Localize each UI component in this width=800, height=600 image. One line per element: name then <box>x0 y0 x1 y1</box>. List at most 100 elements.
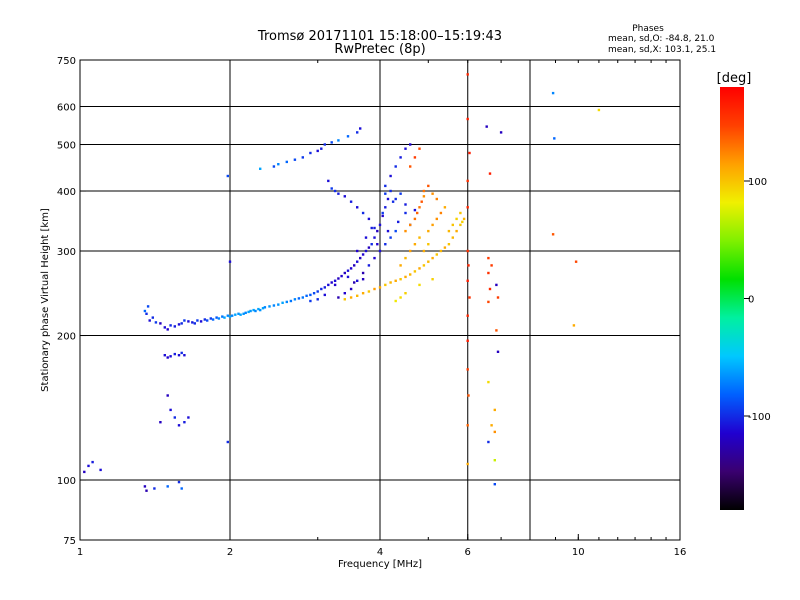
data-point-o-mode <box>333 283 337 287</box>
data-point-o-mode <box>323 143 326 146</box>
colorbar <box>720 87 744 510</box>
data-point-o-mode <box>183 319 186 322</box>
data-point-o-mode <box>364 236 368 239</box>
data-point-x-mode <box>413 243 417 246</box>
data-point-o-mode <box>361 271 365 275</box>
data-point-o-mode <box>163 326 166 329</box>
data-point-x-mode <box>422 264 426 267</box>
y-tick-label: 200 <box>57 332 76 343</box>
data-point-x-mode <box>466 368 469 371</box>
data-point-o-mode <box>261 307 265 310</box>
data-point-x-mode <box>466 462 469 466</box>
data-point-o-mode <box>553 137 556 140</box>
data-point-o-mode <box>330 187 333 190</box>
data-point-o-mode <box>333 189 337 193</box>
data-point-x-mode <box>466 179 469 183</box>
data-point-o-mode <box>277 303 280 306</box>
data-point-o-mode <box>169 408 172 412</box>
data-point-o-mode <box>323 286 326 289</box>
data-point-x-mode <box>420 200 423 203</box>
data-point-o-mode <box>343 292 346 295</box>
data-point-x-mode <box>367 290 371 293</box>
data-point-x-mode <box>455 229 458 233</box>
data-point-o-mode <box>370 243 373 246</box>
data-point-x-mode <box>394 299 397 303</box>
data-point-x-mode <box>404 292 407 295</box>
data-point-x-mode <box>455 217 458 221</box>
data-point-o-mode <box>346 269 350 272</box>
data-point-o-mode <box>148 319 151 322</box>
data-point-o-mode <box>259 308 262 312</box>
data-point-x-mode <box>431 192 434 195</box>
data-point-x-mode <box>467 264 470 267</box>
colorbar-tick-label: 0 <box>748 295 754 306</box>
data-point-o-mode <box>268 305 271 308</box>
data-point-o-mode <box>173 325 176 328</box>
data-point-o-mode <box>309 293 312 297</box>
y-tick-label: 300 <box>57 247 76 258</box>
data-point-o-mode <box>285 160 288 164</box>
data-point-o-mode <box>378 249 382 253</box>
data-point-o-mode <box>247 310 250 314</box>
data-point-o-mode <box>333 279 337 282</box>
data-point-x-mode <box>356 294 359 297</box>
data-point-x-mode <box>459 223 462 227</box>
data-point-x-mode <box>488 172 492 175</box>
data-point-o-mode <box>297 297 301 300</box>
data-points <box>83 73 601 492</box>
data-point-o-mode <box>349 287 353 291</box>
data-point-x-mode <box>427 184 430 188</box>
grid-lines <box>80 60 680 540</box>
data-point-o-mode <box>394 229 397 233</box>
data-point-o-mode <box>376 229 379 233</box>
data-point-x-mode <box>418 236 421 239</box>
data-point-o-mode <box>316 298 319 301</box>
data-point-o-mode <box>254 309 257 313</box>
data-point-o-mode <box>183 421 186 424</box>
y-tick-label: 400 <box>57 187 76 198</box>
data-point-o-mode <box>499 131 503 134</box>
data-point-o-mode <box>370 226 373 230</box>
data-point-o-mode <box>359 127 362 130</box>
data-point-x-mode <box>495 329 498 332</box>
data-point-x-mode <box>466 314 469 317</box>
data-point-o-mode <box>381 211 384 215</box>
data-point-o-mode <box>293 158 297 161</box>
data-point-o-mode <box>367 264 371 267</box>
data-point-o-mode <box>252 308 255 312</box>
data-point-o-mode <box>378 223 382 227</box>
y-tick-label: 75 <box>63 536 76 547</box>
data-point-o-mode <box>337 192 340 195</box>
data-point-o-mode <box>173 416 176 419</box>
data-point-o-mode <box>153 487 156 490</box>
data-point-o-mode <box>169 324 172 327</box>
data-point-x-mode <box>399 296 402 299</box>
data-point-o-mode <box>367 217 371 221</box>
data-point-x-mode <box>468 296 471 299</box>
data-point-o-mode <box>173 352 176 356</box>
data-point-o-mode <box>356 260 359 263</box>
data-point-o-mode <box>301 156 304 159</box>
data-point-o-mode <box>309 151 312 155</box>
data-point-x-mode <box>597 108 601 112</box>
data-point-x-mode <box>373 287 376 291</box>
data-point-o-mode <box>151 316 154 319</box>
data-point-x-mode <box>490 264 493 267</box>
data-point-o-mode <box>373 256 376 260</box>
stats-x-mode: mean, sd,X: 103.1, 25.1 <box>608 45 716 55</box>
data-point-o-mode <box>346 135 350 138</box>
x-tick-label: 1 <box>77 547 83 558</box>
x-tick-label: 6 <box>465 547 471 558</box>
data-point-x-mode <box>431 256 434 260</box>
data-point-o-mode <box>376 243 379 246</box>
data-point-o-mode <box>146 305 150 308</box>
data-point-o-mode <box>394 165 397 168</box>
data-point-o-mode <box>145 489 148 492</box>
data-point-x-mode <box>399 264 402 267</box>
data-point-x-mode <box>418 206 421 209</box>
data-point-o-mode <box>330 281 333 284</box>
data-point-o-mode <box>343 271 346 275</box>
data-point-o-mode <box>312 292 316 295</box>
data-point-x-mode <box>404 256 407 260</box>
data-point-o-mode <box>487 440 490 444</box>
